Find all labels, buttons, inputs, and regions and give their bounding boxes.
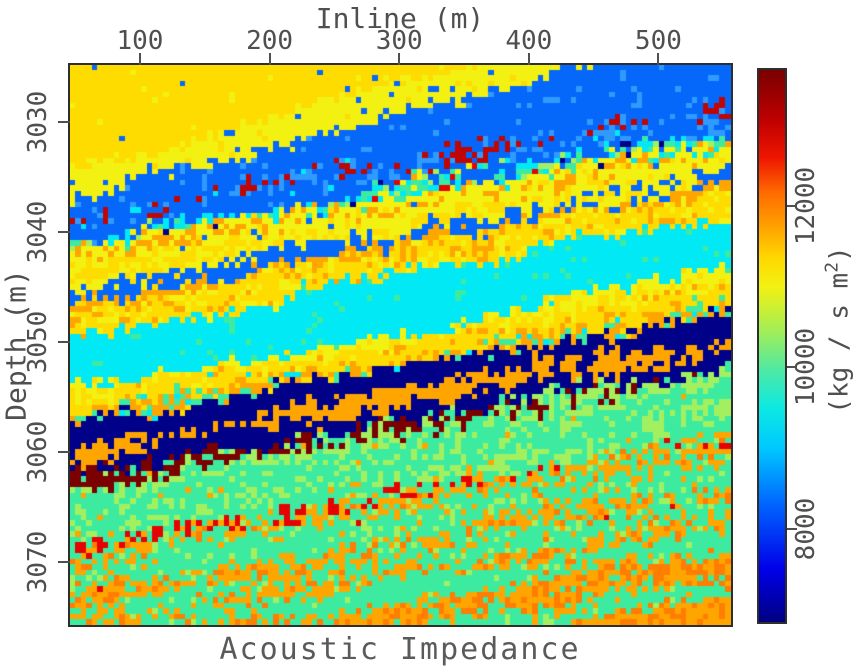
colorbar-unit-superscript: 2 <box>821 261 843 273</box>
x-axis-tick-mark <box>398 53 401 65</box>
colorbar-tick-label: 8000 <box>791 497 821 561</box>
y-axis-tick-mark <box>58 121 70 124</box>
figure-title: Acoustic Impedance <box>219 632 581 667</box>
x-axis-tick-label: 300 <box>375 26 423 56</box>
y-axis-tick-mark <box>58 341 70 344</box>
y-axis-tick-label: 3050 <box>23 310 53 374</box>
colorbar-tick-label: 10000 <box>791 328 821 407</box>
y-axis-tick-mark <box>58 231 70 234</box>
colorbar-tick-mark <box>787 528 797 531</box>
x-axis-tick-mark <box>268 53 271 65</box>
x-axis-tick-mark <box>657 53 660 65</box>
x-axis-tick-label: 100 <box>116 26 164 56</box>
colorbar-unit-label: (kg / s m2) <box>821 246 855 414</box>
colorbar <box>757 68 787 624</box>
x-axis-tick-label: 200 <box>246 26 294 56</box>
x-axis-tick-label: 400 <box>505 26 553 56</box>
colorbar-tick-label: 12000 <box>791 166 821 245</box>
y-axis-tick-label: 3060 <box>23 420 53 484</box>
impedance-heatmap-canvas <box>70 65 731 625</box>
y-axis-tick-label: 3030 <box>23 90 53 154</box>
y-axis-tick-label: 3040 <box>23 200 53 264</box>
heatmap-plot <box>68 63 733 627</box>
y-axis-tick-label: 3070 <box>23 530 53 594</box>
colorbar-tick-mark <box>787 366 797 369</box>
y-axis-tick-mark <box>58 561 70 564</box>
x-axis-tick-mark <box>138 53 141 65</box>
x-axis-tick-label: 500 <box>634 26 682 56</box>
y-axis-tick-mark <box>58 451 70 454</box>
colorbar-tick-mark <box>787 204 797 207</box>
x-axis-title: Inline (m) <box>315 2 485 35</box>
x-axis-tick-mark <box>527 53 530 65</box>
